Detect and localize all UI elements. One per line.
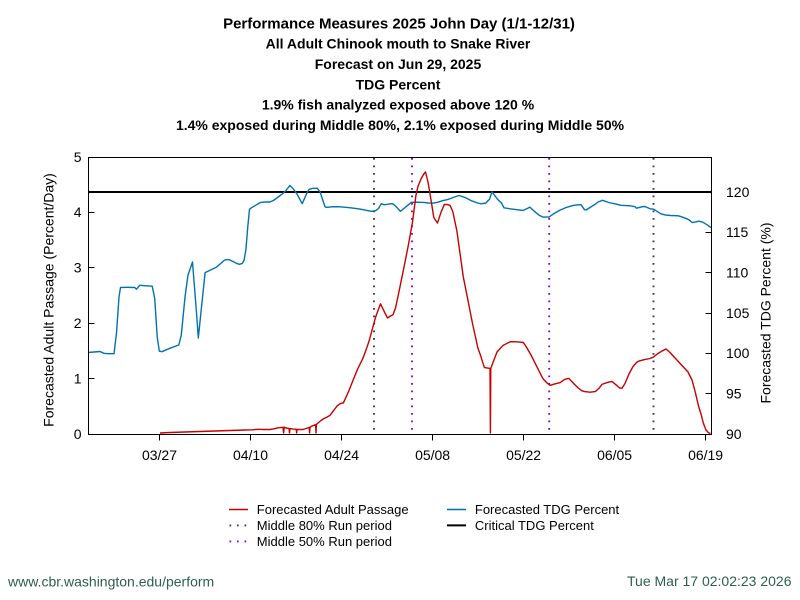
svg-text:03/27: 03/27 (142, 447, 177, 463)
svg-text:115: 115 (726, 224, 749, 240)
svg-text:All Adult Chinook mouth to Sna: All Adult Chinook mouth to Snake River (266, 35, 531, 51)
svg-text:4: 4 (74, 204, 82, 220)
svg-text:0: 0 (74, 426, 82, 442)
svg-text:Middle 50% Run period: Middle 50% Run period (257, 534, 392, 549)
svg-text:1.4% exposed during Middle 80%: 1.4% exposed during Middle 80%, 2.1% exp… (176, 117, 625, 133)
svg-text:Forecasted Adult Passage: Forecasted Adult Passage (257, 502, 409, 517)
svg-text:05/08: 05/08 (415, 447, 450, 463)
svg-text:04/24: 04/24 (324, 447, 359, 463)
svg-text:105: 105 (726, 305, 750, 321)
svg-text:1: 1 (74, 370, 82, 386)
svg-text:04/10: 04/10 (233, 447, 268, 463)
svg-text:110: 110 (726, 265, 749, 281)
svg-text:Forecasted TDG Percent: Forecasted TDG Percent (475, 502, 620, 517)
svg-text:www.cbr.washington.edu/perform: www.cbr.washington.edu/perform (7, 574, 214, 590)
svg-text:Critical TDG Percent: Critical TDG Percent (475, 518, 594, 533)
svg-text:2: 2 (74, 315, 82, 331)
svg-text:5: 5 (74, 149, 82, 165)
svg-text:100: 100 (726, 345, 750, 361)
svg-text:Middle 80% Run period: Middle 80% Run period (257, 518, 392, 533)
svg-text:Performance Measures 2025 John: Performance Measures 2025 John Day (1/1-… (223, 15, 575, 32)
svg-text:TDG Percent: TDG Percent (356, 76, 441, 92)
svg-text:06/19: 06/19 (688, 447, 723, 463)
svg-text:120: 120 (726, 184, 750, 200)
svg-text:Forecasted Adult Passage (Perc: Forecasted Adult Passage (Percent/Day) (41, 173, 57, 427)
svg-text:05/22: 05/22 (506, 447, 541, 463)
svg-text:Forecast on Jun 29, 2025: Forecast on Jun 29, 2025 (315, 56, 482, 72)
svg-text:06/05: 06/05 (597, 447, 632, 463)
svg-text:Forecasted TDG Percent (%): Forecasted TDG Percent (%) (758, 222, 774, 403)
svg-text:1.9% fish analyzed exposed abo: 1.9% fish analyzed exposed above 120 % (262, 96, 535, 112)
svg-text:95: 95 (726, 386, 742, 402)
svg-text:Tue Mar 17 02:02:23 2026: Tue Mar 17 02:02:23 2026 (627, 573, 792, 589)
svg-text:3: 3 (74, 260, 82, 276)
svg-text:90: 90 (726, 426, 742, 442)
